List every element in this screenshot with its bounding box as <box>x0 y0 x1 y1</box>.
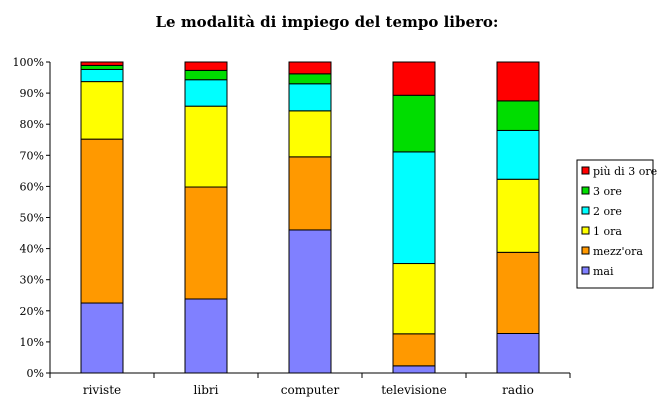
legend-swatch <box>581 226 590 235</box>
bar-segment-computer-2 <box>288 110 332 158</box>
y-tick-label: 0% <box>27 367 44 380</box>
bar-segment-radio-0 <box>496 333 540 374</box>
y-tick-label: 60% <box>20 180 44 193</box>
bar-segment-computer-4 <box>288 73 332 85</box>
y-tick-label: 100% <box>13 56 44 69</box>
bar-segment-televisione-1 <box>392 333 436 367</box>
x-tick-label: libri <box>194 383 219 397</box>
legend-swatch <box>581 186 590 195</box>
legend-swatch <box>581 246 590 255</box>
bar-segment-riviste-4 <box>80 64 124 70</box>
x-tick-label: radio <box>502 383 534 397</box>
legend-label: mai <box>593 265 614 278</box>
y-tick-label: 20% <box>20 305 44 318</box>
legend-swatch <box>581 206 590 215</box>
bar-segment-radio-1 <box>496 251 540 335</box>
bar-segment-radio-2 <box>496 178 540 253</box>
y-tick-label: 70% <box>20 149 44 162</box>
legend-label: 3 ore <box>593 185 622 198</box>
bar-stacks <box>80 61 540 374</box>
y-tick-label: 40% <box>20 243 44 256</box>
axes: 0% 10% 20% 30% 40% 50% 60% 70% 80% 90% 100% riviste… <box>13 56 571 397</box>
legend-label: 2 ore <box>593 205 622 218</box>
legend-swatch <box>581 166 590 175</box>
legend-box <box>576 159 654 289</box>
bar-segment-riviste-3 <box>80 68 124 83</box>
y-tick-label: 30% <box>20 274 44 287</box>
bar-segment-computer-3 <box>288 83 332 112</box>
x-tick-label: televisione <box>381 383 447 397</box>
bar-segment-libri-5 <box>184 61 228 71</box>
bar-segment-radio-3 <box>496 129 540 180</box>
bar-segment-computer-0 <box>288 229 332 374</box>
bar-segment-televisione-2 <box>392 263 436 335</box>
bar-segment-libri-1 <box>184 186 228 300</box>
x-tick-label: computer <box>281 383 340 397</box>
bar-segment-libri-2 <box>184 105 228 188</box>
bar-segment-libri-0 <box>184 298 228 374</box>
chart-title: Le modalità di impiego del tempo libero: <box>156 13 499 31</box>
bar-segment-televisione-5 <box>392 61 436 96</box>
bar-segment-riviste-1 <box>80 138 124 304</box>
bar-segment-computer-1 <box>288 156 332 231</box>
x-tick-label: riviste <box>83 383 121 397</box>
bar-segment-televisione-3 <box>392 151 436 265</box>
legend-label: mezz'ora <box>593 245 643 258</box>
y-tick-label: 10% <box>20 336 44 349</box>
bar-segment-riviste-0 <box>80 302 124 374</box>
y-tick-label: 90% <box>20 87 44 100</box>
legend: più di 3 ore 3 ore 2 ore 1 ora mezz'ora mai <box>576 159 657 289</box>
legend-label: 1 ora <box>593 225 622 238</box>
legend-label: più di 3 ore <box>593 165 657 178</box>
bar-segment-riviste-2 <box>80 81 124 140</box>
legend-swatch <box>581 266 590 275</box>
bar-segment-libri-3 <box>184 79 228 107</box>
bar-segment-libri-4 <box>184 69 228 81</box>
bar-segment-televisione-4 <box>392 94 436 153</box>
y-tick-label: 50% <box>20 212 44 225</box>
bar-segment-computer-5 <box>288 61 332 75</box>
bar-segment-televisione-0 <box>392 365 436 374</box>
bar-segment-radio-5 <box>496 61 540 102</box>
bar-segment-radio-4 <box>496 100 540 131</box>
bar-segment-riviste-5 <box>80 61 124 66</box>
y-tick-label: 80% <box>20 118 44 131</box>
